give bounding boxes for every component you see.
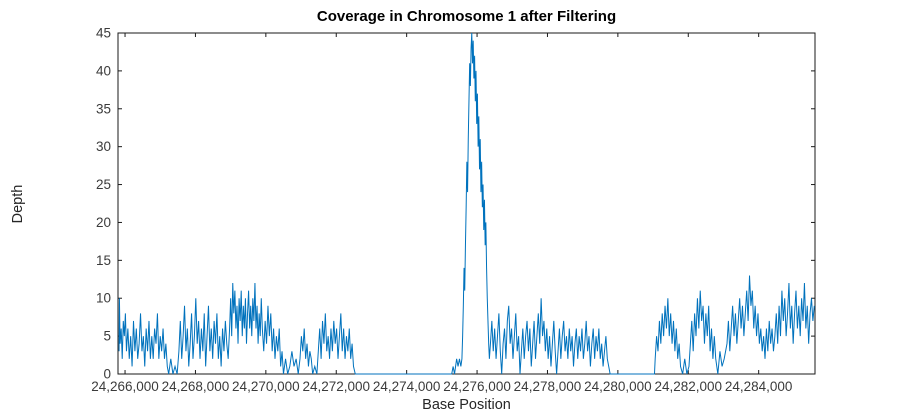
x-tick-label: 24,272,000 (302, 379, 370, 394)
y-tick-label: 35 (96, 101, 111, 116)
x-tick-label: 24,278,000 (514, 379, 582, 394)
y-tick-label: 0 (103, 367, 111, 382)
x-tick-label: 24,280,000 (584, 379, 652, 394)
y-tick-label: 45 (96, 26, 111, 41)
x-tick-label: 24,268,000 (162, 379, 230, 394)
chart-title: Coverage in Chromosome 1 after Filtering (316, 8, 617, 25)
y-tick-label: 15 (96, 253, 111, 268)
x-tick-label: 24,282,000 (654, 379, 722, 394)
x-tick-label: 24,284,000 (725, 379, 793, 394)
x-tick-label: 24,266,000 (91, 379, 159, 394)
y-tick-label: 40 (96, 63, 111, 78)
x-tick-label: 24,274,000 (373, 379, 441, 394)
plot-box (117, 32, 816, 375)
y-axis-label: Depth (10, 184, 26, 224)
y-tick-label: 5 (103, 329, 111, 344)
x-tick-label: 24,276,000 (443, 379, 511, 394)
x-axis-label: Base Position (422, 397, 511, 413)
y-tick-label: 10 (96, 291, 111, 306)
x-tick-label: 24,270,000 (232, 379, 300, 394)
y-tick-label: 25 (96, 177, 111, 192)
y-tick-label: 30 (96, 139, 111, 154)
coverage-line (118, 32, 815, 375)
y-tick-label: 20 (96, 215, 111, 230)
